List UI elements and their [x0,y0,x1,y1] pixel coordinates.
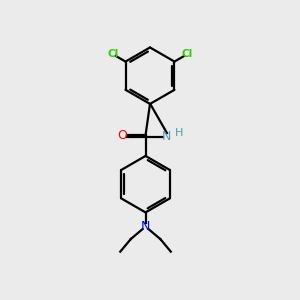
Text: Cl: Cl [107,49,118,59]
Text: N: N [162,130,171,143]
Text: Cl: Cl [182,49,193,59]
Text: O: O [118,129,128,142]
Text: N: N [141,220,150,233]
Text: H: H [175,128,183,138]
